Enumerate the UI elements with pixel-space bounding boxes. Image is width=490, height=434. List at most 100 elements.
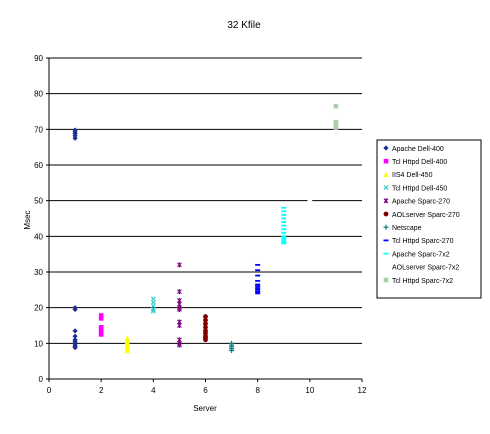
data-point bbox=[333, 119, 339, 125]
legend-label: Tcl Httpd Sparc-7x2 bbox=[392, 278, 453, 285]
x-tick-label: 8 bbox=[255, 386, 260, 395]
data-point bbox=[281, 221, 287, 223]
x-tick-label: 4 bbox=[151, 386, 156, 395]
data-point bbox=[150, 307, 156, 312]
data-point bbox=[203, 321, 208, 327]
legend-label: Apache Sparc-7x2 bbox=[392, 251, 450, 258]
data-point bbox=[124, 347, 130, 354]
data-point bbox=[72, 127, 78, 133]
data-point bbox=[72, 328, 78, 334]
y-tick-label: 30 bbox=[34, 268, 43, 277]
data-point bbox=[307, 198, 313, 204]
data-point bbox=[281, 214, 287, 216]
chart-title: 32 Kfile bbox=[227, 20, 261, 31]
data-point bbox=[255, 292, 261, 295]
y-axis-label: Msec bbox=[23, 210, 32, 229]
tick-labels: 0 10 20 30 40 50 60 70 80 90 0 2 4 6 8 10 12 bbox=[34, 54, 367, 395]
data-point bbox=[98, 332, 104, 337]
data-point bbox=[203, 314, 208, 319]
x-tick-label: 0 bbox=[47, 386, 52, 395]
y-tick-label: 90 bbox=[34, 54, 43, 63]
data-point bbox=[203, 317, 208, 323]
data-point bbox=[177, 262, 182, 268]
data-point bbox=[281, 237, 287, 240]
legend-marker bbox=[383, 239, 389, 242]
grid-lines bbox=[49, 57, 362, 344]
data-point bbox=[281, 235, 287, 238]
data-point bbox=[98, 316, 104, 321]
data-point bbox=[281, 239, 287, 241]
series-4 bbox=[177, 262, 182, 348]
axes bbox=[46, 57, 363, 382]
series-9 bbox=[307, 198, 313, 204]
data-point bbox=[150, 308, 156, 314]
data-point bbox=[333, 103, 339, 109]
data-point bbox=[255, 290, 261, 293]
x-tick-label: 2 bbox=[99, 386, 104, 395]
data-point bbox=[203, 337, 208, 343]
legend-marker bbox=[383, 224, 389, 230]
data-point bbox=[281, 210, 287, 213]
series-8 bbox=[281, 206, 287, 245]
legend-marker bbox=[383, 277, 389, 283]
series-2 bbox=[124, 335, 130, 354]
legend-label: IIS4 Dell-450 bbox=[392, 172, 433, 179]
data-point bbox=[255, 274, 261, 277]
data-point bbox=[98, 327, 104, 333]
data-point bbox=[98, 313, 104, 318]
data-point bbox=[255, 263, 261, 266]
data-point bbox=[98, 324, 104, 330]
x-tick-label: 6 bbox=[203, 386, 208, 395]
data-point bbox=[333, 125, 339, 130]
legend-marker bbox=[383, 145, 389, 151]
series-0 bbox=[72, 127, 78, 351]
data-point bbox=[255, 288, 261, 291]
data-point bbox=[150, 303, 156, 309]
y-tick-label: 80 bbox=[34, 90, 43, 99]
series-1 bbox=[98, 313, 104, 337]
series-5 bbox=[203, 314, 208, 343]
legend-marker bbox=[383, 264, 389, 270]
legend-marker bbox=[383, 211, 389, 217]
data-point bbox=[72, 333, 78, 339]
legend-label: Apache Dell-400 bbox=[392, 146, 444, 153]
data-point bbox=[281, 231, 287, 234]
x-tick-label: 10 bbox=[305, 386, 314, 395]
data-point bbox=[177, 342, 182, 348]
y-tick-label: 10 bbox=[34, 339, 43, 348]
data-point bbox=[281, 228, 287, 231]
legend: Apache Dell-400 Tcl Httpd Dell-400 IIS4 De… bbox=[376, 139, 482, 299]
x-tick-label: 12 bbox=[358, 386, 367, 395]
data-point bbox=[281, 240, 287, 243]
y-tick-label: 60 bbox=[34, 161, 43, 170]
legend-label: Tcl Httpd Dell-400 bbox=[392, 159, 447, 166]
data-point bbox=[281, 217, 287, 220]
legend-marker bbox=[383, 185, 389, 191]
series-10 bbox=[333, 103, 339, 130]
data-point bbox=[177, 323, 182, 328]
y-tick-label: 20 bbox=[34, 304, 43, 313]
data-point bbox=[255, 285, 261, 288]
y-tick-label: 50 bbox=[34, 197, 43, 206]
legend-label: AOLserver Sparc-270 bbox=[392, 212, 460, 219]
data-point bbox=[255, 287, 261, 289]
data-point bbox=[281, 206, 287, 209]
data-point bbox=[150, 296, 156, 302]
data-point bbox=[177, 289, 182, 295]
data-point bbox=[255, 269, 261, 272]
data-point bbox=[150, 299, 156, 305]
legend-label: AOLserver Sparc-7x2 bbox=[392, 265, 459, 272]
data-point bbox=[72, 345, 78, 351]
legend-label: Tcl Httpd Dell-450 bbox=[392, 185, 447, 192]
legend-label: Netscape bbox=[392, 225, 422, 232]
data-point bbox=[281, 224, 287, 227]
y-tick-label: 70 bbox=[34, 125, 43, 134]
y-tick-label: 0 bbox=[39, 375, 44, 384]
data-point bbox=[177, 306, 182, 312]
legend-marker bbox=[383, 171, 389, 177]
legend-marker bbox=[383, 252, 389, 255]
data-point bbox=[281, 242, 287, 245]
series-7 bbox=[255, 263, 261, 295]
legend-label: Tcl Httpd Sparc-270 bbox=[392, 238, 454, 245]
